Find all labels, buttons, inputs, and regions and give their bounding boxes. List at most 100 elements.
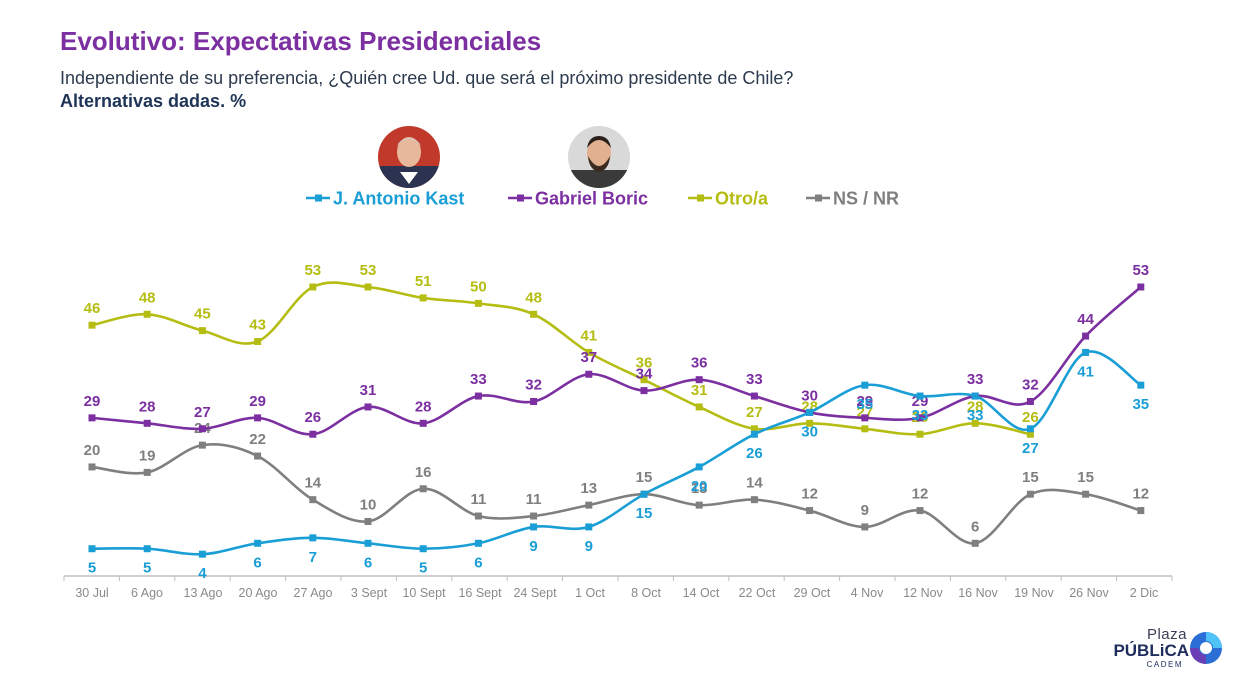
- data-point: [309, 430, 317, 438]
- data-label: 20: [691, 478, 708, 495]
- data-label: 9: [861, 502, 869, 519]
- data-label: 48: [139, 289, 156, 306]
- x-tick-label: 16 Nov: [958, 586, 998, 600]
- x-tick-label: 10 Sept: [402, 586, 446, 600]
- data-point: [254, 539, 262, 547]
- data-label: 26: [1022, 409, 1039, 426]
- data-point: [750, 430, 758, 438]
- data-point: [1082, 348, 1090, 356]
- data-label: 9: [529, 538, 537, 555]
- data-label: 32: [1022, 377, 1039, 394]
- data-label: 15: [636, 469, 653, 486]
- legend-label: J. Antonio Kast: [333, 189, 464, 209]
- data-label: 29: [856, 393, 873, 410]
- cadem-logo-icon: [1190, 632, 1222, 664]
- data-point: [1026, 430, 1034, 438]
- data-point: [364, 283, 372, 291]
- data-label: 33: [912, 407, 929, 424]
- data-label: 33: [967, 407, 984, 424]
- series-otro-a: [88, 281, 1034, 438]
- data-point: [695, 376, 703, 384]
- data-point: [916, 414, 924, 422]
- data-point: [419, 294, 427, 302]
- data-point: [806, 408, 814, 416]
- data-label: 36: [691, 355, 708, 372]
- x-tick-label: 27 Ago: [294, 586, 333, 600]
- data-point: [530, 512, 538, 520]
- data-point: [530, 398, 538, 406]
- data-point: [640, 387, 648, 395]
- data-point: [640, 490, 648, 498]
- plaza-publica-logo: Plaza PÚBLiCA CADEM: [1103, 626, 1223, 672]
- data-label: 32: [525, 377, 542, 394]
- legend-label: NS / NR: [833, 189, 899, 209]
- logo-text-plaza: Plaza: [1146, 626, 1187, 643]
- data-point: [474, 512, 482, 520]
- x-tick-label: 8 Oct: [631, 586, 661, 600]
- data-label: 14: [746, 475, 763, 492]
- data-point: [88, 463, 96, 471]
- data-point: [1082, 490, 1090, 498]
- data-label: 22: [249, 431, 266, 448]
- data-point: [640, 376, 648, 384]
- data-point: [861, 425, 869, 433]
- data-label: 36: [636, 355, 653, 372]
- data-label: 45: [194, 306, 211, 323]
- x-tick-label: 24 Sept: [513, 586, 557, 600]
- legend-marker: [815, 194, 822, 202]
- data-label: 44: [1077, 311, 1094, 328]
- data-point: [750, 425, 758, 433]
- data-point: [695, 501, 703, 509]
- data-point: [1137, 283, 1145, 291]
- data-label: 35: [1132, 396, 1149, 413]
- data-label: 14: [304, 475, 321, 492]
- data-point: [1026, 425, 1034, 433]
- x-tick-label: 30 Jul: [75, 586, 108, 600]
- data-label: 29: [249, 393, 266, 410]
- data-point: [143, 545, 151, 553]
- data-point: [1026, 490, 1034, 498]
- data-point: [585, 501, 593, 509]
- data-label: 19: [139, 447, 156, 464]
- data-point: [695, 463, 703, 471]
- series-gabriel-boric: [88, 283, 1145, 438]
- data-point: [861, 523, 869, 531]
- data-point: [309, 496, 317, 504]
- data-point: [143, 468, 151, 476]
- x-tick-label: 16 Sept: [458, 586, 502, 600]
- data-point: [88, 545, 96, 553]
- data-point: [1137, 381, 1145, 389]
- x-tick-label: 3 Sept: [351, 586, 388, 600]
- data-label: 15: [1022, 469, 1039, 486]
- x-tick-label: 29 Oct: [794, 586, 831, 600]
- data-label: 43: [249, 317, 266, 334]
- data-point: [88, 414, 96, 422]
- data-point: [474, 539, 482, 547]
- data-point: [806, 507, 814, 515]
- data-label: 31: [691, 382, 708, 399]
- data-point: [861, 381, 869, 389]
- x-tick-label: 22 Oct: [739, 586, 776, 600]
- data-label: 27: [1022, 440, 1039, 457]
- data-point: [916, 507, 924, 515]
- data-point: [750, 496, 758, 504]
- data-label: 5: [419, 560, 427, 577]
- page-title: Evolutivo: Expectativas Presidenciales: [60, 26, 542, 56]
- data-label: 13: [691, 480, 708, 497]
- data-point: [585, 348, 593, 356]
- x-tick-label: 4 Nov: [851, 586, 884, 600]
- legend-marker: [517, 194, 524, 202]
- data-point: [198, 425, 206, 433]
- data-point: [143, 310, 151, 318]
- x-tick-label: 26 Nov: [1069, 586, 1109, 600]
- data-point: [309, 534, 317, 542]
- data-label: 20: [84, 442, 101, 459]
- data-point: [364, 403, 372, 411]
- data-label: 30: [801, 387, 818, 404]
- logo-text-publica: PÚBLiCA: [1113, 641, 1189, 660]
- data-label: 28: [967, 398, 984, 415]
- data-label: 53: [304, 262, 321, 279]
- alternatives-note: Alternativas dadas. %: [60, 91, 247, 111]
- data-label: 33: [746, 371, 763, 388]
- x-tick-label: 20 Ago: [239, 586, 278, 600]
